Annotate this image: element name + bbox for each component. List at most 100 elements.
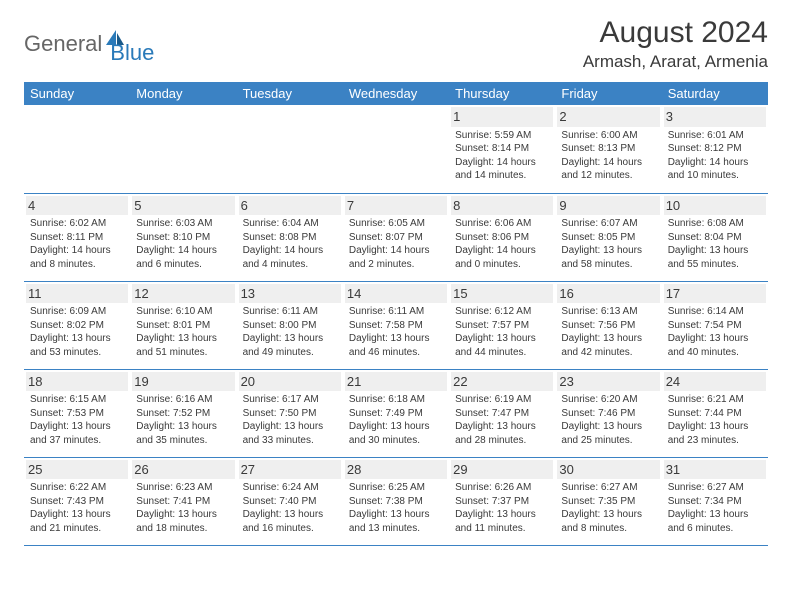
calendar-day-cell: 28Sunrise: 6:25 AMSunset: 7:38 PMDayligh…	[343, 457, 449, 545]
daylight-line: Daylight: 13 hours and 42 minutes.	[561, 332, 655, 359]
calendar-day-cell: 17Sunrise: 6:14 AMSunset: 7:54 PMDayligh…	[662, 281, 768, 369]
day-number: 13	[239, 284, 341, 304]
sunrise-line: Sunrise: 6:02 AM	[30, 217, 124, 231]
day-number: 7	[345, 196, 447, 216]
sunset-line: Sunset: 7:57 PM	[455, 319, 549, 333]
sunset-line: Sunset: 7:50 PM	[243, 407, 337, 421]
weekday-header: Monday	[130, 82, 236, 105]
sunrise-line: Sunrise: 5:59 AM	[455, 129, 549, 143]
day-number: 23	[557, 372, 659, 392]
calendar-day-cell: 21Sunrise: 6:18 AMSunset: 7:49 PMDayligh…	[343, 369, 449, 457]
sunrise-line: Sunrise: 6:20 AM	[561, 393, 655, 407]
sunrise-line: Sunrise: 6:26 AM	[455, 481, 549, 495]
sunset-line: Sunset: 7:44 PM	[668, 407, 762, 421]
calendar-day-cell: 24Sunrise: 6:21 AMSunset: 7:44 PMDayligh…	[662, 369, 768, 457]
sunset-line: Sunset: 8:14 PM	[455, 142, 549, 156]
sunrise-line: Sunrise: 6:27 AM	[561, 481, 655, 495]
sunset-line: Sunset: 8:00 PM	[243, 319, 337, 333]
sunrise-line: Sunrise: 6:05 AM	[349, 217, 443, 231]
calendar-day-cell: 29Sunrise: 6:26 AMSunset: 7:37 PMDayligh…	[449, 457, 555, 545]
sunset-line: Sunset: 8:06 PM	[455, 231, 549, 245]
sunrise-line: Sunrise: 6:00 AM	[561, 129, 655, 143]
sunset-line: Sunset: 7:56 PM	[561, 319, 655, 333]
day-number: 31	[664, 460, 766, 480]
calendar-day-cell: 4Sunrise: 6:02 AMSunset: 8:11 PMDaylight…	[24, 193, 130, 281]
weekday-header: Sunday	[24, 82, 130, 105]
daylight-line: Daylight: 13 hours and 11 minutes.	[455, 508, 549, 535]
daylight-line: Daylight: 13 hours and 37 minutes.	[30, 420, 124, 447]
sunrise-line: Sunrise: 6:19 AM	[455, 393, 549, 407]
day-number: 24	[664, 372, 766, 392]
header: General Blue August 2024 Armash, Ararat,…	[24, 16, 768, 72]
weekday-header: Friday	[555, 82, 661, 105]
day-number: 27	[239, 460, 341, 480]
sunset-line: Sunset: 7:58 PM	[349, 319, 443, 333]
day-number: 20	[239, 372, 341, 392]
day-number: 8	[451, 196, 553, 216]
sunset-line: Sunset: 7:38 PM	[349, 495, 443, 509]
calendar-week-row: 11Sunrise: 6:09 AMSunset: 8:02 PMDayligh…	[24, 281, 768, 369]
daylight-line: Daylight: 13 hours and 35 minutes.	[136, 420, 230, 447]
day-number: 29	[451, 460, 553, 480]
calendar-day-cell: 10Sunrise: 6:08 AMSunset: 8:04 PMDayligh…	[662, 193, 768, 281]
calendar-day-cell: 25Sunrise: 6:22 AMSunset: 7:43 PMDayligh…	[24, 457, 130, 545]
calendar-day-cell: 2Sunrise: 6:00 AMSunset: 8:13 PMDaylight…	[555, 105, 661, 193]
day-number: 14	[345, 284, 447, 304]
day-number: 26	[132, 460, 234, 480]
day-number: 15	[451, 284, 553, 304]
sunrise-line: Sunrise: 6:25 AM	[349, 481, 443, 495]
sunrise-line: Sunrise: 6:15 AM	[30, 393, 124, 407]
sunrise-line: Sunrise: 6:12 AM	[455, 305, 549, 319]
calendar-week-row: 1Sunrise: 5:59 AMSunset: 8:14 PMDaylight…	[24, 105, 768, 193]
calendar-day-cell	[130, 105, 236, 193]
sunset-line: Sunset: 8:11 PM	[30, 231, 124, 245]
calendar-day-cell: 3Sunrise: 6:01 AMSunset: 8:12 PMDaylight…	[662, 105, 768, 193]
day-number: 2	[557, 107, 659, 127]
day-number: 22	[451, 372, 553, 392]
sunrise-line: Sunrise: 6:18 AM	[349, 393, 443, 407]
sunrise-line: Sunrise: 6:07 AM	[561, 217, 655, 231]
daylight-line: Daylight: 13 hours and 6 minutes.	[668, 508, 762, 535]
calendar-week-row: 18Sunrise: 6:15 AMSunset: 7:53 PMDayligh…	[24, 369, 768, 457]
calendar-week-row: 25Sunrise: 6:22 AMSunset: 7:43 PMDayligh…	[24, 457, 768, 545]
sunset-line: Sunset: 8:08 PM	[243, 231, 337, 245]
day-number: 25	[26, 460, 128, 480]
daylight-line: Daylight: 13 hours and 25 minutes.	[561, 420, 655, 447]
sunrise-line: Sunrise: 6:22 AM	[30, 481, 124, 495]
day-number: 18	[26, 372, 128, 392]
daylight-line: Daylight: 14 hours and 12 minutes.	[561, 156, 655, 183]
daylight-line: Daylight: 13 hours and 30 minutes.	[349, 420, 443, 447]
calendar-day-cell: 1 Sunrise: 5:59 AMSunset: 8:14 PMDaylight…	[449, 105, 555, 193]
calendar-day-cell: 19Sunrise: 6:16 AMSunset: 7:52 PMDayligh…	[130, 369, 236, 457]
sunrise-line: Sunrise: 6:24 AM	[243, 481, 337, 495]
day-number: 11	[26, 284, 128, 304]
calendar-day-cell: 30Sunrise: 6:27 AMSunset: 7:35 PMDayligh…	[555, 457, 661, 545]
day-number: 21	[345, 372, 447, 392]
sunrise-line: Sunrise: 6:03 AM	[136, 217, 230, 231]
sunset-line: Sunset: 7:35 PM	[561, 495, 655, 509]
day-number: 19	[132, 372, 234, 392]
day-number: 5	[132, 196, 234, 216]
daylight-line: Daylight: 14 hours and 14 minutes.	[455, 156, 549, 183]
sunrise-line: Sunrise: 6:11 AM	[349, 305, 443, 319]
calendar-day-cell: 20Sunrise: 6:17 AMSunset: 7:50 PMDayligh…	[237, 369, 343, 457]
month-title: August 2024	[583, 16, 768, 50]
sunset-line: Sunset: 7:54 PM	[668, 319, 762, 333]
calendar-day-cell: 13Sunrise: 6:11 AMSunset: 8:00 PMDayligh…	[237, 281, 343, 369]
sunset-line: Sunset: 7:46 PM	[561, 407, 655, 421]
sunrise-line: Sunrise: 6:27 AM	[668, 481, 762, 495]
day-number: 4	[26, 196, 128, 216]
calendar-week-row: 4Sunrise: 6:02 AMSunset: 8:11 PMDaylight…	[24, 193, 768, 281]
sunrise-line: Sunrise: 6:11 AM	[243, 305, 337, 319]
day-number: 1	[451, 107, 553, 127]
day-number: 3	[664, 107, 766, 127]
calendar-day-cell: 11Sunrise: 6:09 AMSunset: 8:02 PMDayligh…	[24, 281, 130, 369]
calendar-day-cell	[24, 105, 130, 193]
daylight-line: Daylight: 13 hours and 55 minutes.	[668, 244, 762, 271]
daylight-line: Daylight: 14 hours and 6 minutes.	[136, 244, 230, 271]
daylight-line: Daylight: 13 hours and 53 minutes.	[30, 332, 124, 359]
sunrise-line: Sunrise: 6:04 AM	[243, 217, 337, 231]
day-number: 12	[132, 284, 234, 304]
daylight-line: Daylight: 14 hours and 8 minutes.	[30, 244, 124, 271]
calendar-day-cell: 12Sunrise: 6:10 AMSunset: 8:01 PMDayligh…	[130, 281, 236, 369]
